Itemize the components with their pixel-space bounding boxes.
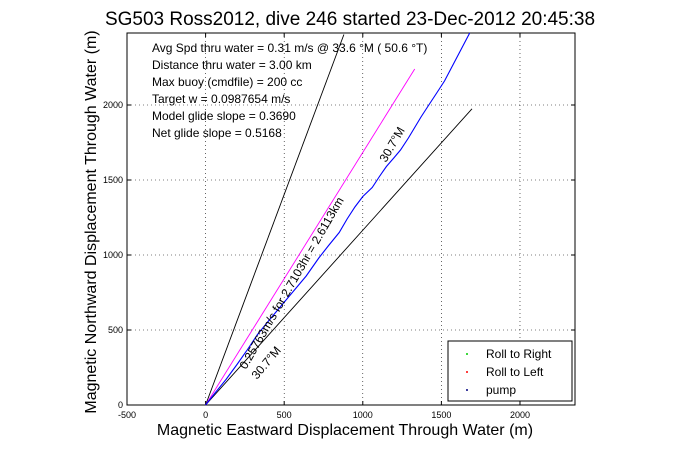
info-model-glide: Model glide slope = 0.3690 xyxy=(152,109,296,123)
legend-label-roll-left: Roll to Left xyxy=(486,365,544,379)
legend-frame xyxy=(447,340,573,402)
chart-title: SG503 Ross2012, dive 246 started 23-Dec-… xyxy=(105,9,595,30)
grid xyxy=(126,33,575,406)
x-tick-label: 1500 xyxy=(431,410,451,420)
x-tick-label: -500 xyxy=(118,410,136,420)
series-lines xyxy=(205,32,473,406)
heading-annotation-upper: 30.7°M xyxy=(376,124,407,164)
envelope-line-upper xyxy=(205,34,345,406)
y-tick-label: 500 xyxy=(108,325,123,335)
y-tick-label: 2000 xyxy=(103,100,123,110)
y-axis-label: Magnetic Northward Displacement Through … xyxy=(83,30,100,413)
y-axis-ticks: 0 500 1000 1500 2000 xyxy=(103,100,575,410)
x-tick-label: 0 xyxy=(203,410,208,420)
legend: Roll to Right Roll to Left pump xyxy=(447,340,573,402)
info-max-buoy: Max buoy (cmdfile) = 200 cc xyxy=(152,75,302,89)
envelope-line-lower xyxy=(205,108,473,406)
heading-line xyxy=(205,68,416,406)
info-avg-speed: Avg Spd thru water = 0.31 m/s @ 33.6 °M … xyxy=(152,41,427,55)
track-line xyxy=(205,32,471,406)
info-target-w: Target w = 0.0987654 m/s xyxy=(152,92,290,106)
x-axis-label: Magnetic Eastward Displacement Through W… xyxy=(157,422,533,439)
info-block: Avg Spd thru water = 0.31 m/s @ 33.6 °M … xyxy=(152,41,427,140)
info-net-glide: Net glide slope = 0.5168 xyxy=(152,126,282,140)
legend-marker-roll-right xyxy=(466,353,468,355)
legend-label-pump: pump xyxy=(486,383,516,397)
x-tick-label: 2000 xyxy=(510,410,530,420)
legend-label-roll-right: Roll to Right xyxy=(486,347,552,361)
legend-marker-roll-left xyxy=(466,371,468,373)
y-tick-label: 1000 xyxy=(103,250,123,260)
info-distance: Distance thru water = 3.00 km xyxy=(152,58,312,72)
x-axis-ticks: -500 0 500 1000 1500 2000 xyxy=(118,33,530,420)
y-tick-label: 0 xyxy=(118,400,123,410)
legend-marker-pump xyxy=(466,389,468,391)
along-track-annotation: 0.25763m/s for 2.7103hr = 2.6113km xyxy=(236,195,346,372)
x-tick-label: 500 xyxy=(277,410,292,420)
y-tick-label: 1500 xyxy=(103,175,123,185)
x-tick-label: 1000 xyxy=(353,410,373,420)
